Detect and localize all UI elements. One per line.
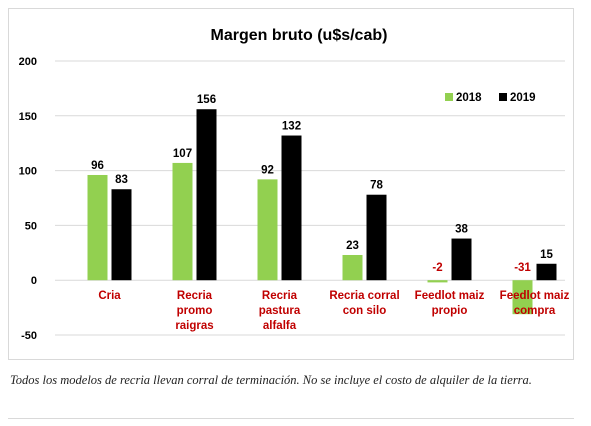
- y-tick-label: 100: [19, 166, 37, 178]
- category-label: alfalfa: [263, 320, 297, 332]
- bar-2019: [111, 189, 132, 281]
- bar-2019: [451, 238, 472, 281]
- category-label: pastura: [259, 305, 301, 317]
- y-axis-ticks: -50 0 50 100 150 200: [19, 56, 37, 342]
- y-tick-label: 200: [19, 56, 37, 68]
- bar-2019: [281, 135, 302, 281]
- figure-caption: Todos los modelos de recria llevan corra…: [10, 373, 532, 387]
- data-label: -31: [514, 262, 531, 274]
- legend-label-2019: 2019: [510, 92, 536, 104]
- category-label: Recria: [262, 290, 298, 302]
- legend-label-2018: 2018: [456, 92, 482, 104]
- bar-2018: [512, 280, 533, 315]
- data-label: -2: [432, 262, 442, 274]
- category-label: raigras: [175, 320, 213, 332]
- data-label: 15: [540, 249, 553, 261]
- data-label: 92: [261, 164, 274, 176]
- y-tick-label: 150: [19, 111, 37, 123]
- data-label: 132: [282, 121, 301, 133]
- bar-2018: [172, 162, 193, 281]
- bar-2018: [342, 254, 363, 281]
- bar-2019: [366, 194, 387, 281]
- data-label: 96: [91, 160, 104, 172]
- bar-2018: [87, 174, 108, 281]
- data-labels: 96 83 107 156 92 132 23 78 -2 38 -31 15: [91, 94, 553, 274]
- data-label: 107: [173, 148, 192, 160]
- legend-swatch-2019: [499, 93, 507, 101]
- data-label: 38: [455, 224, 468, 236]
- category-labels: Cria Recria promo raigras Recria pastura alfal…: [98, 290, 569, 332]
- category-label: con silo: [343, 305, 386, 317]
- bar-chart: Margen bruto (u$s/cab) -50 0 50 100 150 200 9…: [19, 27, 570, 342]
- y-tick-label: -50: [21, 330, 37, 342]
- y-tick-label: 50: [25, 220, 37, 232]
- category-label: Feedlot maiz: [500, 290, 570, 302]
- bar-2018: [427, 280, 448, 283]
- bar-2019: [536, 263, 557, 281]
- category-label: promo: [177, 305, 213, 317]
- data-label: 78: [370, 180, 383, 192]
- chart-frame: Margen bruto (u$s/cab) -50 0 50 100 150 200 9…: [8, 8, 574, 360]
- bar-2018: [257, 179, 278, 281]
- category-label: Feedlot maiz: [415, 290, 485, 302]
- data-label: 156: [197, 94, 216, 106]
- category-label: Recria: [177, 290, 213, 302]
- data-label: 83: [115, 174, 128, 186]
- category-label: Cria: [98, 290, 121, 302]
- chart-title: Margen bruto (u$s/cab): [211, 27, 388, 44]
- legend-swatch-2018: [445, 93, 453, 101]
- y-tick-label: 0: [31, 275, 37, 287]
- category-label: propio: [432, 305, 468, 317]
- divider: [8, 418, 574, 419]
- bar-2019: [196, 109, 217, 281]
- legend: 2018 2019: [445, 92, 536, 104]
- data-label: 23: [346, 240, 359, 252]
- category-label: compra: [514, 305, 556, 317]
- gridlines: [55, 60, 565, 336]
- category-label: Recria corral: [329, 290, 399, 302]
- bars: [87, 109, 557, 315]
